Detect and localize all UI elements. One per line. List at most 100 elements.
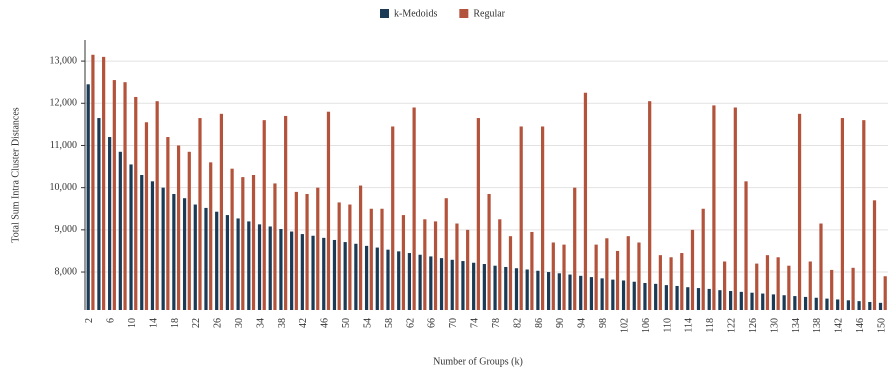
bar bbox=[504, 266, 508, 310]
x-tick-label: 50 bbox=[341, 318, 352, 328]
x-tick-label: 54 bbox=[362, 318, 373, 328]
x-tick-label: 38 bbox=[277, 318, 288, 328]
bar bbox=[284, 115, 288, 310]
bar bbox=[776, 257, 780, 310]
bar bbox=[215, 211, 219, 310]
bar bbox=[648, 101, 652, 310]
bar bbox=[397, 251, 401, 310]
x-tick-label: 14 bbox=[148, 318, 159, 328]
bar bbox=[241, 177, 245, 310]
bar bbox=[525, 269, 529, 310]
x-tick-label: 66 bbox=[427, 318, 438, 328]
bar bbox=[718, 290, 722, 310]
bar bbox=[391, 126, 395, 310]
x-tick-label: 106 bbox=[641, 318, 652, 333]
bar bbox=[375, 247, 379, 310]
bar bbox=[658, 255, 662, 310]
bar bbox=[429, 256, 433, 310]
bar bbox=[251, 175, 256, 310]
bar bbox=[418, 254, 422, 310]
bar bbox=[198, 118, 202, 310]
bar bbox=[476, 118, 480, 310]
x-tick-label: 78 bbox=[491, 318, 502, 328]
bar bbox=[568, 274, 572, 310]
bar bbox=[172, 193, 176, 310]
legend-swatch bbox=[380, 9, 389, 18]
bar bbox=[830, 269, 834, 310]
bar bbox=[407, 253, 412, 310]
bar bbox=[108, 137, 112, 310]
x-tick-label: 34 bbox=[255, 318, 266, 328]
bar bbox=[583, 92, 588, 310]
x-tick-label: 90 bbox=[555, 318, 566, 328]
bar bbox=[782, 295, 786, 310]
x-tick-label: 22 bbox=[191, 318, 202, 328]
bar bbox=[482, 264, 486, 310]
bar bbox=[615, 250, 620, 310]
bar bbox=[589, 277, 594, 310]
bar bbox=[637, 242, 641, 310]
bar bbox=[326, 111, 331, 310]
x-tick-label: 126 bbox=[748, 318, 759, 333]
bar bbox=[166, 137, 170, 310]
bar bbox=[750, 292, 754, 310]
bar bbox=[386, 249, 390, 310]
bar bbox=[675, 285, 679, 310]
bar bbox=[219, 113, 224, 310]
bar bbox=[508, 236, 513, 310]
bar bbox=[846, 300, 850, 310]
bar bbox=[840, 118, 844, 310]
legend-swatch bbox=[459, 9, 469, 18]
bar bbox=[761, 293, 765, 310]
y-tick-label: 13,000 bbox=[50, 55, 78, 66]
y-tick-label: 8,000 bbox=[55, 266, 78, 277]
x-tick-label: 30 bbox=[234, 318, 245, 328]
bar bbox=[701, 208, 705, 310]
bar bbox=[161, 187, 165, 310]
bar bbox=[182, 198, 187, 310]
bar bbox=[546, 272, 551, 310]
bar bbox=[814, 297, 818, 310]
x-tick-label: 118 bbox=[705, 318, 716, 333]
bar bbox=[209, 162, 213, 310]
y-tick-label: 10,000 bbox=[50, 182, 78, 193]
bar bbox=[771, 294, 776, 310]
legend-label[interactable]: k-Medoids bbox=[394, 8, 437, 19]
bar bbox=[878, 302, 883, 310]
bar bbox=[562, 244, 566, 310]
bar bbox=[707, 288, 711, 310]
x-tick-label: 82 bbox=[512, 318, 523, 328]
bar bbox=[412, 107, 416, 310]
bar bbox=[144, 122, 149, 310]
bar bbox=[803, 296, 808, 310]
bar bbox=[797, 113, 802, 310]
x-tick-label: 2 bbox=[84, 318, 95, 323]
bar bbox=[204, 207, 208, 310]
bar bbox=[123, 82, 127, 310]
bar bbox=[680, 253, 684, 310]
x-tick-label: 18 bbox=[170, 318, 181, 328]
bar bbox=[176, 145, 181, 310]
bar bbox=[380, 208, 384, 310]
bar bbox=[112, 80, 116, 310]
bar bbox=[150, 181, 155, 310]
bar bbox=[364, 245, 369, 310]
bar bbox=[86, 84, 90, 310]
x-tick-label: 10 bbox=[127, 318, 138, 328]
bar bbox=[664, 285, 668, 310]
x-tick-label: 114 bbox=[684, 318, 695, 333]
bar bbox=[455, 223, 459, 310]
x-tick-label: 102 bbox=[619, 318, 630, 333]
bar bbox=[611, 279, 615, 310]
bar bbox=[311, 235, 315, 310]
bar bbox=[621, 280, 626, 310]
bar bbox=[605, 238, 609, 310]
bar bbox=[316, 187, 320, 310]
legend-label[interactable]: Regular bbox=[473, 8, 505, 19]
bar bbox=[536, 270, 540, 310]
bar bbox=[686, 287, 690, 310]
x-tick-label: 70 bbox=[448, 318, 459, 328]
bar bbox=[439, 258, 444, 310]
bar bbox=[712, 105, 716, 310]
bar bbox=[461, 261, 465, 310]
